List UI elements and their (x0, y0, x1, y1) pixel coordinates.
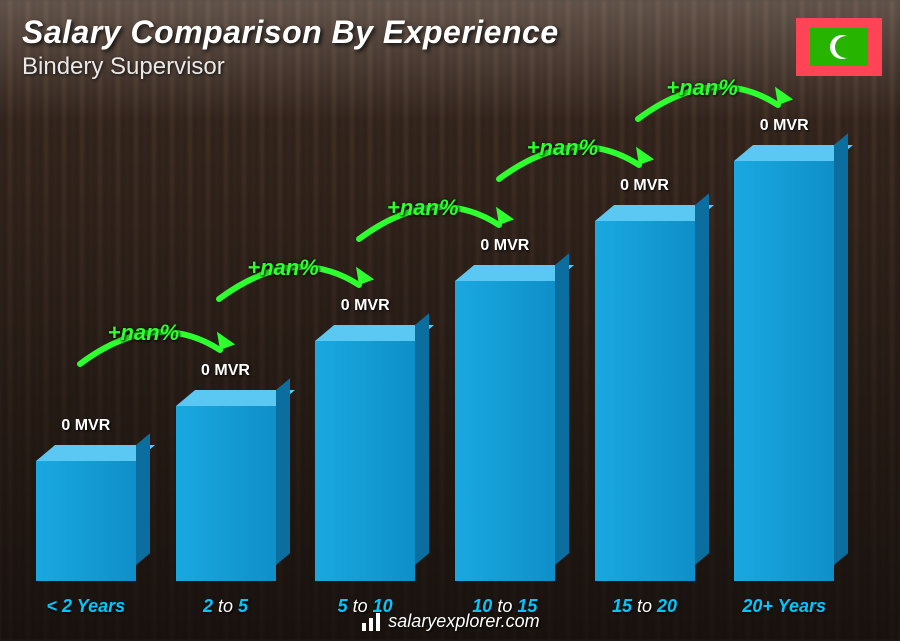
bar-side-face (695, 193, 709, 565)
bar-group: +nan%0 MVR20+ Years (718, 117, 850, 581)
bar-3d (595, 221, 695, 581)
bar-group: 0 MVR< 2 Years (20, 417, 152, 581)
bar-value-label: 0 MVR (201, 362, 250, 380)
bar-side-face (136, 433, 150, 565)
bar-front-face (455, 281, 555, 581)
pct-increase-label: +nan% (108, 320, 180, 346)
bar-side-face (555, 253, 569, 565)
flag-maldives (796, 18, 882, 76)
bar-3d (36, 461, 136, 581)
bar-front-face (734, 161, 834, 581)
bar-3d (734, 161, 834, 581)
bar-value-label: 0 MVR (61, 417, 110, 435)
bar-value-label: 0 MVR (480, 237, 529, 255)
bar-side-face (834, 133, 848, 565)
bar-value-label: 0 MVR (760, 117, 809, 135)
bar-value-label: 0 MVR (620, 177, 669, 195)
title-block: Salary Comparison By Experience Bindery … (22, 14, 559, 81)
chart-subtitle: Bindery Supervisor (22, 53, 559, 81)
logo-icon (360, 611, 382, 633)
chart-container: Salary Comparison By Experience Bindery … (0, 0, 900, 641)
pct-increase-label: +nan% (387, 195, 459, 221)
bar-3d (315, 341, 415, 581)
bar-front-face (315, 341, 415, 581)
bar-group: +nan%0 MVR10 to 15 (439, 237, 571, 581)
bar-front-face (595, 221, 695, 581)
bar-3d (176, 406, 276, 581)
bar-3d (455, 281, 555, 581)
pct-increase-label: +nan% (666, 75, 738, 101)
bar-chart: 0 MVR< 2 Years+nan%0 MVR2 to 5+nan%0 MVR… (20, 100, 850, 581)
footer-text: salaryexplorer.com (388, 611, 539, 631)
bar-side-face (415, 313, 429, 565)
bar-front-face (36, 461, 136, 581)
footer-attribution: salaryexplorer.com (0, 611, 900, 633)
chart-title: Salary Comparison By Experience (22, 14, 559, 51)
bar-group: +nan%0 MVR2 to 5 (160, 362, 292, 581)
bar-group: +nan%0 MVR15 to 20 (579, 177, 711, 581)
bar-group: +nan%0 MVR5 to 10 (299, 297, 431, 581)
bar-side-face (276, 378, 290, 565)
pct-increase-label: +nan% (527, 135, 599, 161)
pct-increase-label: +nan% (247, 255, 319, 281)
bar-value-label: 0 MVR (341, 297, 390, 315)
bar-front-face (176, 406, 276, 581)
